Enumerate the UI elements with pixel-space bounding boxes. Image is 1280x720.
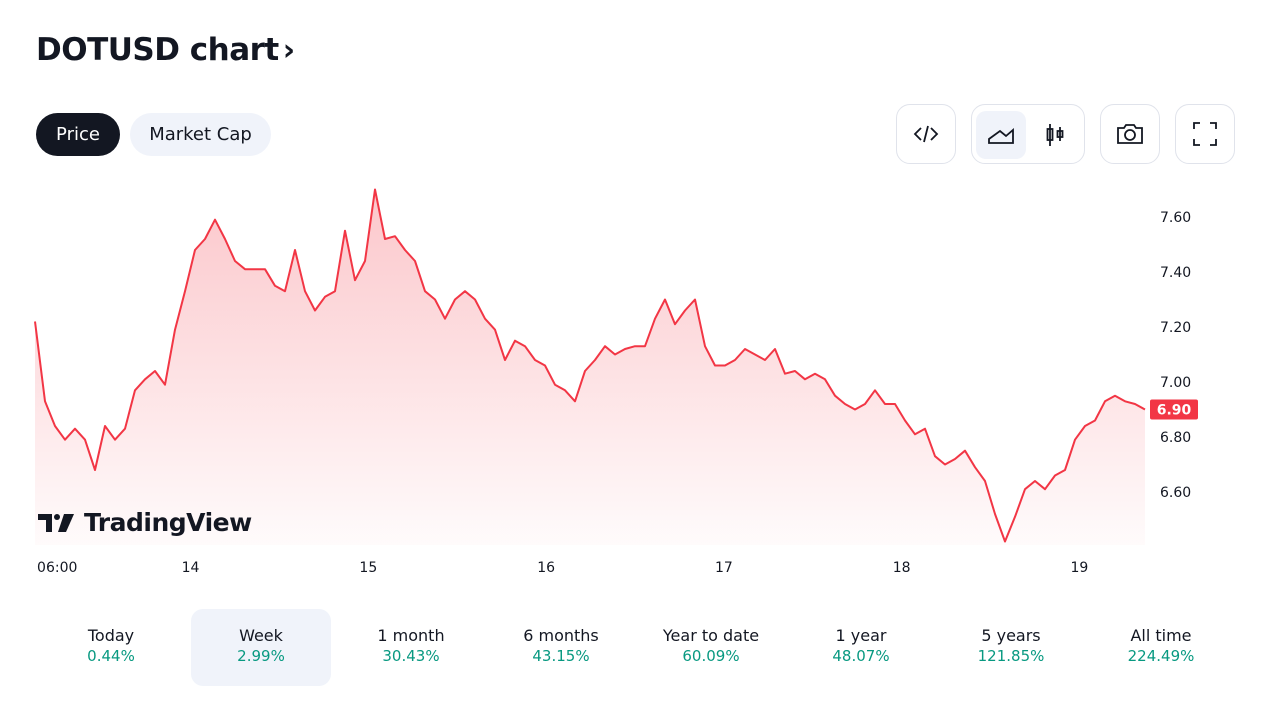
tradingview-logo-icon (38, 513, 74, 532)
chart-title: DOTUSD chart (36, 32, 279, 68)
y-tick-label: 7.60 (1160, 210, 1191, 226)
price-area-fill (35, 189, 1145, 545)
x-tick-label: 19 (1071, 560, 1089, 576)
last-price-label: 6.90 (1157, 403, 1192, 419)
period-change: 60.09% (682, 647, 740, 665)
tradingview-logo[interactable]: TradingView (38, 508, 252, 537)
period-label: 1 year (835, 626, 887, 645)
last-price-badge: 6.90 (1150, 399, 1198, 420)
camera-icon (1117, 124, 1143, 144)
period-5-years[interactable]: 5 years 121.85% (941, 609, 1081, 686)
candlestick-button[interactable] (1030, 111, 1080, 159)
period-change: 224.49% (1127, 647, 1195, 665)
code-icon (913, 125, 939, 143)
chevron-right-icon: › (282, 33, 295, 68)
period-6-months[interactable]: 6 months 43.15% (491, 609, 631, 686)
candlestick-icon (1046, 124, 1064, 146)
x-tick-label: 14 (182, 560, 200, 576)
period-all-time[interactable]: All time 224.49% (1091, 609, 1231, 686)
period-change: 0.44% (87, 647, 135, 665)
fullscreen-icon (1193, 122, 1217, 146)
x-tick-label: 16 (537, 560, 555, 576)
tradingview-logo-text: TradingView (84, 508, 252, 537)
market-cap-toggle-button[interactable]: Market Cap (130, 113, 271, 156)
embed-button[interactable] (896, 104, 956, 164)
y-tick-label: 7.20 (1160, 320, 1191, 336)
y-tick-label: 6.80 (1160, 430, 1191, 446)
chart-type-group (971, 104, 1085, 164)
period-1-month[interactable]: 1 month 30.43% (341, 609, 481, 686)
price-line (34, 188, 1146, 543)
period-today[interactable]: Today 0.44% (41, 609, 181, 686)
period-label: 1 month (377, 626, 445, 645)
x-tick-label: 15 (359, 560, 377, 576)
period-change: 121.85% (977, 647, 1045, 665)
chart-title-link[interactable]: DOTUSD chart › (36, 32, 295, 68)
period-change: 30.43% (382, 647, 440, 665)
period-change: 2.99% (237, 647, 285, 665)
x-tick-label: 18 (893, 560, 911, 576)
y-tick-label: 7.00 (1160, 375, 1191, 391)
period-label: All time (1130, 626, 1192, 645)
period-label: 5 years (981, 626, 1041, 645)
y-tick-label: 7.40 (1160, 265, 1191, 281)
period-label: 6 months (523, 626, 599, 645)
period-change: 43.15% (532, 647, 590, 665)
x-tick-label: 06:00 (37, 560, 77, 576)
x-tick-label: 17 (715, 560, 733, 576)
period-week[interactable]: Week 2.99% (191, 609, 331, 686)
price-toggle-button[interactable]: Price (36, 113, 120, 156)
snapshot-button[interactable] (1100, 104, 1160, 164)
area-chart-button[interactable] (976, 111, 1026, 159)
period-change: 48.07% (832, 647, 890, 665)
period-label: Week (239, 626, 283, 645)
period-1-year[interactable]: 1 year 48.07% (791, 609, 931, 686)
period-label: Year to date (662, 626, 760, 645)
area-chart-icon (988, 128, 1014, 144)
fullscreen-button[interactable] (1175, 104, 1235, 164)
y-tick-label: 6.60 (1160, 485, 1191, 501)
period-year-to-date[interactable]: Year to date 60.09% (641, 609, 781, 686)
period-label: Today (87, 626, 135, 645)
